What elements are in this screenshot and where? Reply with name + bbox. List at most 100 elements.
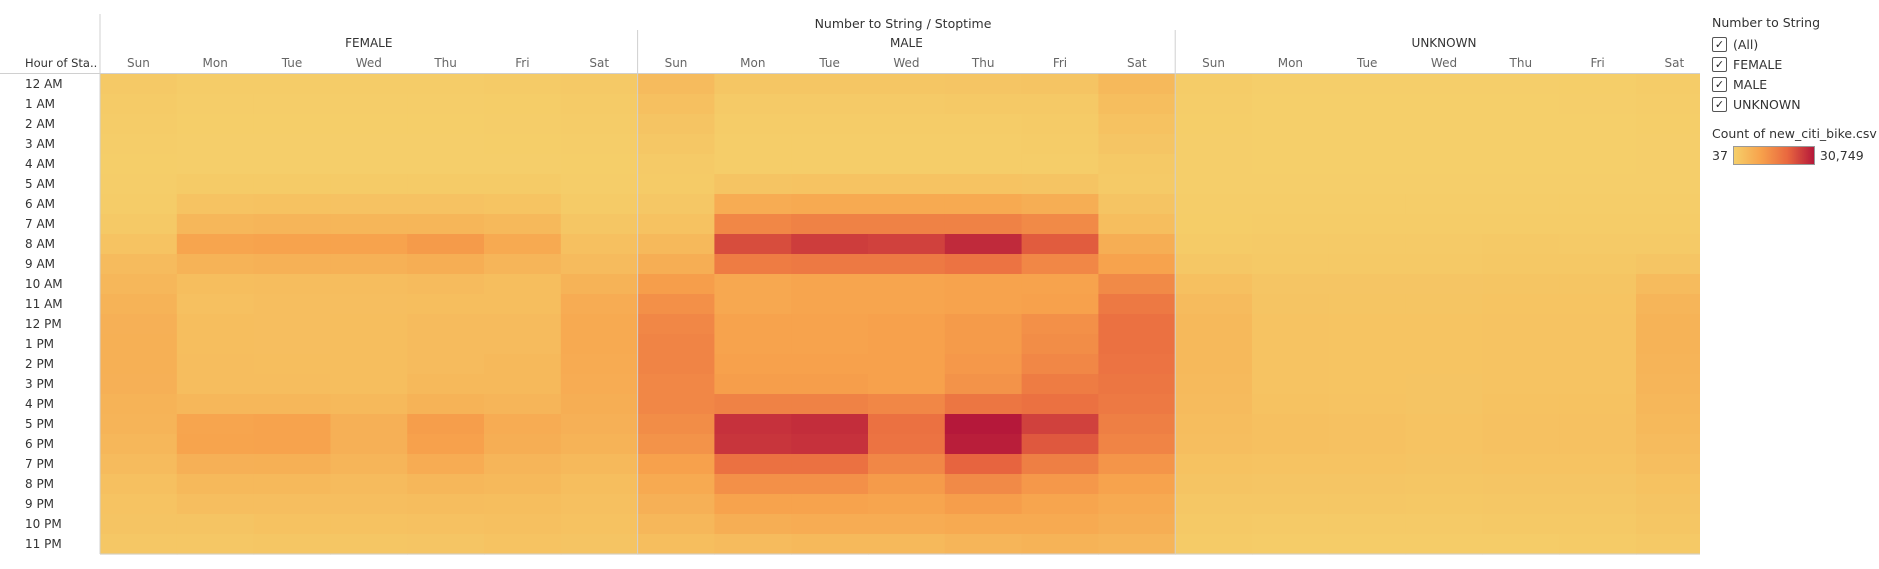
- heatmap-cell: [637, 394, 715, 415]
- heatmap-cell: [1405, 494, 1483, 515]
- heatmap-cell: [1559, 214, 1637, 235]
- heatmap-cell: [791, 394, 869, 415]
- checkbox-checked-icon[interactable]: ✓: [1712, 36, 1727, 52]
- hour-label: 1 AM: [25, 97, 55, 111]
- heatmap-cell: [868, 314, 946, 335]
- heatmap-cell: [1482, 454, 1560, 475]
- heatmap-cell: [868, 114, 946, 135]
- day-label: Sat: [1127, 56, 1147, 70]
- heatmap-cell: [791, 294, 869, 315]
- heatmap-cell: [868, 274, 946, 295]
- heatmap-cell: [944, 214, 1023, 235]
- hour-label: 12 AM: [25, 77, 63, 91]
- day-label: Tue: [281, 56, 303, 70]
- heatmap-cell: [407, 334, 485, 355]
- heatmap-cell: [100, 274, 178, 295]
- heatmap-cell: [1559, 454, 1637, 475]
- heatmap-cell: [1021, 234, 1099, 255]
- heatmap-cell: [253, 214, 331, 235]
- heatmap-cell: [944, 94, 1023, 115]
- heatmap-cell: [1559, 394, 1637, 415]
- heatmap-cell: [1175, 454, 1253, 475]
- heatmap-cell: [1175, 114, 1253, 135]
- heatmap-cell: [330, 354, 408, 375]
- heatmap-cell: [330, 454, 408, 475]
- heatmap-cell: [484, 314, 562, 335]
- heatmap-cell: [791, 94, 869, 115]
- heatmap-cell: [791, 454, 869, 475]
- heatmap-cell: [1636, 294, 1700, 315]
- heatmap-cell: [1098, 254, 1176, 275]
- heatmap-cell: [560, 194, 639, 215]
- checkbox-checked-icon[interactable]: ✓: [1712, 96, 1727, 112]
- heatmap-cell: [944, 414, 1023, 435]
- filter-item-male[interactable]: ✓ MALE: [1712, 74, 1872, 94]
- heatmap-cell: [1636, 434, 1700, 455]
- heatmap-cell: [637, 474, 715, 495]
- heatmap-cell: [407, 114, 485, 135]
- heatmap-cell: [407, 514, 485, 535]
- heatmap-cell: [1482, 374, 1560, 395]
- heatmap-cell: [407, 454, 485, 475]
- heatmap-cell: [253, 494, 331, 515]
- heatmap-cell: [1328, 394, 1407, 415]
- heatmap-cell: [407, 354, 485, 375]
- heatmap-cell: [407, 254, 485, 275]
- heatmap-cell: [1636, 374, 1700, 395]
- heatmap-cell: [484, 214, 562, 235]
- heatmap-cell: [1636, 214, 1700, 235]
- heatmap-cell: [1328, 94, 1407, 115]
- heatmap-cell: [1559, 514, 1637, 535]
- heatmap-cell: [100, 194, 178, 215]
- heatmap-cell: [1328, 534, 1407, 555]
- heatmap-cell: [1098, 114, 1176, 135]
- heatmap-cell: [1636, 334, 1700, 355]
- heatmap-cell: [560, 474, 639, 495]
- hour-label: 9 AM: [25, 257, 55, 271]
- heatmap-cell: [1328, 114, 1407, 135]
- heatmap-cell: [484, 534, 562, 555]
- heatmap-cell: [1098, 374, 1176, 395]
- filter-item-female[interactable]: ✓ FEMALE: [1712, 54, 1872, 74]
- checkbox-checked-icon[interactable]: ✓: [1712, 56, 1727, 72]
- heatmap-cell: [1559, 374, 1637, 395]
- heatmap-cell: [1021, 334, 1099, 355]
- heatmap-cell: [560, 274, 639, 295]
- heatmap-cell: [100, 454, 178, 475]
- heatmap-cell: [1252, 314, 1330, 335]
- heatmap-cell: [868, 434, 946, 455]
- heatmap-cell: [1482, 474, 1560, 495]
- heatmap-cell: [1175, 534, 1253, 555]
- heatmap-cell: [176, 254, 255, 275]
- heatmap-cell: [330, 114, 408, 135]
- heatmap-cell: [1175, 74, 1253, 95]
- heatmap-cell: [330, 414, 408, 435]
- heatmap-cell: [330, 134, 408, 155]
- heatmap-cell: [791, 214, 869, 235]
- heatmap-cell: [253, 314, 331, 335]
- heatmap-cell: [637, 274, 715, 295]
- heatmap-cell: [176, 514, 255, 535]
- heatmap-cell: [637, 294, 715, 315]
- heatmap-cell: [791, 314, 869, 335]
- heatmap-cell: [944, 294, 1023, 315]
- heatmap-cell: [330, 294, 408, 315]
- heatmap-cell: [791, 374, 869, 395]
- heatmap-cell: [714, 194, 792, 215]
- heatmap-cell: [1175, 434, 1253, 455]
- day-label: Tue: [1356, 56, 1378, 70]
- heatmap-cell: [1482, 294, 1560, 315]
- heatmap-cell: [1252, 374, 1330, 395]
- day-label: Sun: [665, 56, 688, 70]
- heatmap-cell: [1328, 474, 1407, 495]
- heatmap-cell: [1482, 94, 1560, 115]
- heatmap-cell: [484, 434, 562, 455]
- filter-item-all[interactable]: ✓ (All): [1712, 34, 1872, 54]
- heatmap-cell: [1405, 374, 1483, 395]
- checkbox-checked-icon[interactable]: ✓: [1712, 76, 1727, 92]
- panel-label: UNKNOWN: [1412, 36, 1477, 50]
- heatmap-cell: [1021, 314, 1099, 335]
- heatmap-cell: [484, 234, 562, 255]
- day-label: Thu: [433, 56, 457, 70]
- filter-item-unknown[interactable]: ✓ UNKNOWN: [1712, 94, 1872, 114]
